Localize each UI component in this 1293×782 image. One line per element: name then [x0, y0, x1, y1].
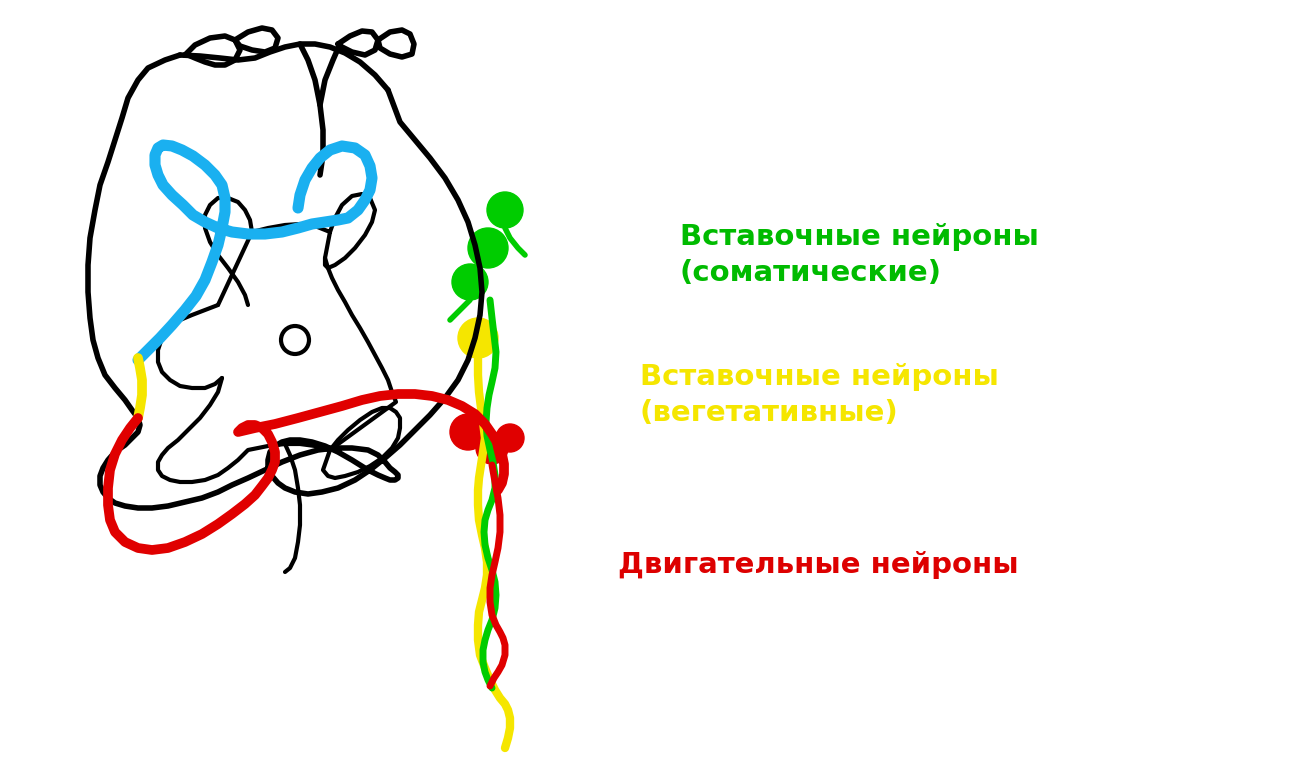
Circle shape: [476, 432, 508, 464]
Text: Вставочные нейроны
(соматические): Вставочные нейроны (соматические): [680, 223, 1038, 288]
Circle shape: [487, 192, 522, 228]
Text: Вставочные нейроны
(вегетативные): Вставочные нейроны (вегетативные): [640, 363, 999, 428]
Text: Двигательные нейроны: Двигательные нейроны: [618, 551, 1019, 579]
Circle shape: [468, 228, 508, 268]
Circle shape: [453, 264, 487, 300]
Circle shape: [458, 318, 498, 358]
Circle shape: [497, 424, 524, 452]
Circle shape: [450, 414, 486, 450]
